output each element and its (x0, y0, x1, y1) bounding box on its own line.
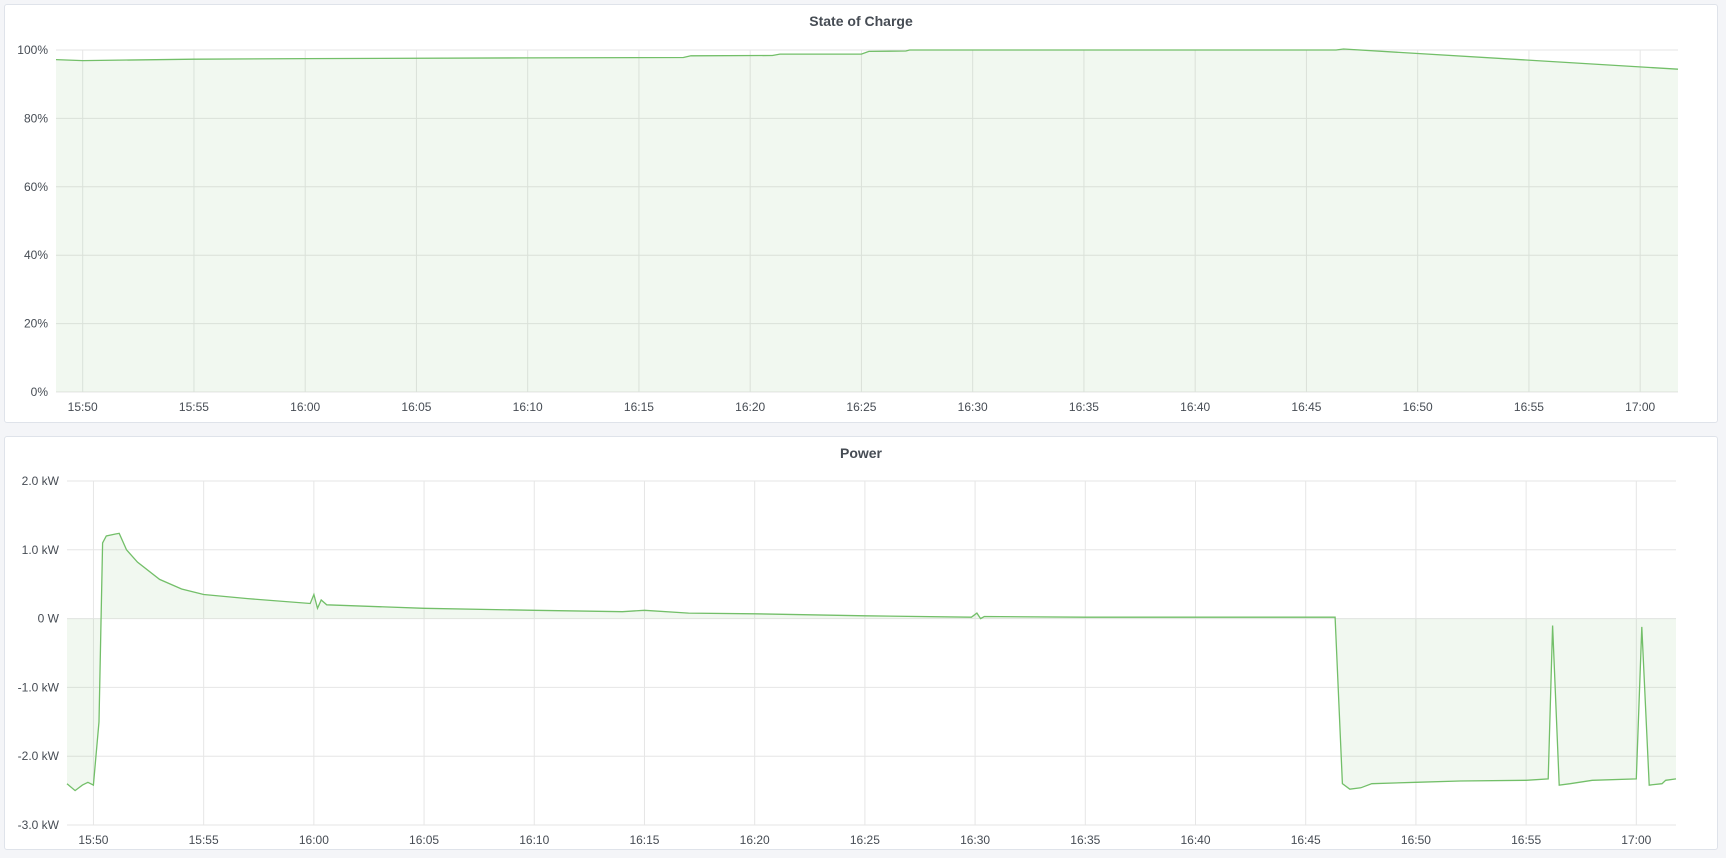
y-tick-label: -1.0 kW (18, 680, 60, 694)
x-tick-label: 15:50 (68, 400, 98, 414)
y-tick-label: 20% (24, 317, 48, 331)
x-tick-label: 16:50 (1403, 400, 1433, 414)
x-tick-label: 16:15 (624, 400, 654, 414)
x-tick-label: 16:30 (958, 400, 988, 414)
x-tick-label: 16:10 (513, 400, 543, 414)
y-tick-label: -2.0 kW (18, 749, 60, 763)
series-line (66, 532, 1677, 792)
x-tick-label: 15:55 (189, 833, 219, 847)
x-tick-label: 16:10 (519, 833, 549, 847)
x-tick-label: 16:40 (1180, 400, 1210, 414)
x-tick-label: 16:05 (409, 833, 439, 847)
y-tick-label: 0 W (38, 612, 60, 626)
x-tick-label: 16:35 (1070, 833, 1100, 847)
y-tick-label: 60% (24, 180, 48, 194)
y-tick-label: 40% (24, 248, 48, 262)
x-tick-label: 16:15 (629, 833, 659, 847)
power-panel: Power 2.0 kW 1.0 kW 0 W -1.0 kW -2.0 kW -3.0 … (4, 436, 1718, 850)
x-tick-label: 16:20 (740, 833, 770, 847)
x-tick-label: 15:50 (78, 833, 108, 847)
y-tick-label: 2.0 kW (22, 474, 60, 488)
x-tick-label: 16:45 (1291, 400, 1321, 414)
x-tick-label: 16:50 (1401, 833, 1431, 847)
panel-title[interactable]: State of Charge (809, 13, 913, 29)
x-tick-label: 15:55 (179, 400, 209, 414)
x-tick-label: 16:35 (1069, 400, 1099, 414)
x-tick-label: 16:20 (735, 400, 765, 414)
y-tick-label: -3.0 kW (18, 818, 60, 832)
x-tick-label: 16:00 (299, 833, 329, 847)
x-tick-label: 16:55 (1514, 400, 1544, 414)
x-tick-label: 16:05 (401, 400, 431, 414)
x-tick-label: 16:25 (850, 833, 880, 847)
y-tick-label: 80% (24, 111, 48, 125)
panel-title[interactable]: Power (839, 445, 882, 461)
x-tick-label: 17:00 (1621, 833, 1651, 847)
y-tick-label: 0% (31, 385, 49, 399)
state-of-charge-panel: State of Charge 0% 20% 40% 60% 80% 100% 15:50 1… (4, 4, 1718, 423)
x-tick-label: 16:25 (846, 400, 876, 414)
series-area (67, 533, 1676, 791)
x-tick-label: 16:55 (1511, 833, 1541, 847)
y-tick-label: 1.0 kW (22, 543, 60, 557)
y-tick-label: 100% (17, 43, 48, 57)
x-tick-label: 16:40 (1180, 833, 1210, 847)
series-line (55, 48, 1679, 70)
x-tick-label: 16:45 (1291, 833, 1321, 847)
x-tick-label: 16:30 (960, 833, 990, 847)
power-chart: 2.0 kW 1.0 kW 0 W -1.0 kW -2.0 kW -3.0 kW 15:5… (18, 474, 1677, 847)
series-area (56, 49, 1678, 392)
state-of-charge-chart: 0% 20% 40% 60% 80% 100% 15:50 15:55 16:00 16:05 16… (17, 43, 1679, 414)
x-tick-label: 16:00 (290, 400, 320, 414)
x-tick-label: 17:00 (1625, 400, 1655, 414)
